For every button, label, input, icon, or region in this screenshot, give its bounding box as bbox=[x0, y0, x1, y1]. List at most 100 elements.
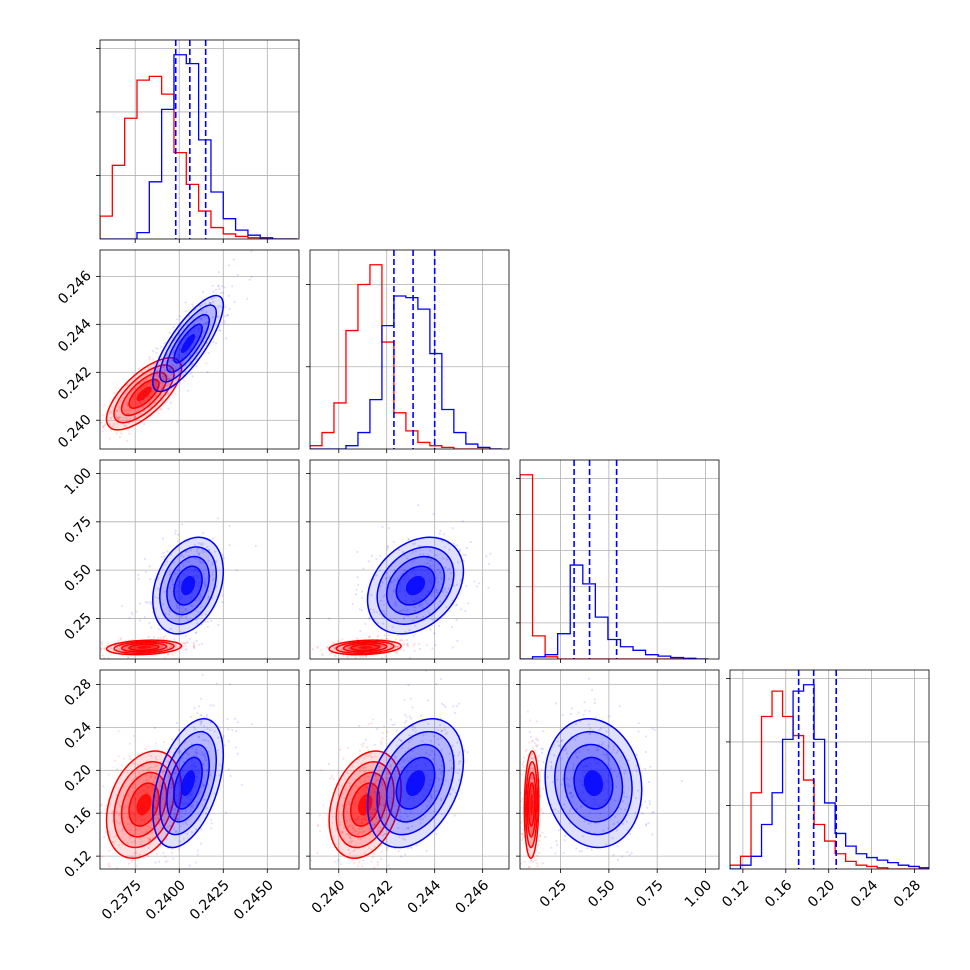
scatter-point bbox=[196, 751, 199, 755]
scatter-point bbox=[149, 387, 152, 390]
scatter-point bbox=[148, 401, 151, 405]
scatter-point bbox=[170, 359, 174, 362]
scatter-point bbox=[411, 551, 414, 554]
scatter-point bbox=[334, 654, 337, 658]
scatter-point bbox=[391, 723, 394, 727]
scatter-point bbox=[198, 561, 202, 564]
scatter-point bbox=[128, 742, 131, 745]
scatter-point bbox=[169, 627, 173, 630]
scatter-point bbox=[196, 776, 200, 779]
scatter-point bbox=[152, 410, 155, 413]
scatter-point bbox=[435, 682, 438, 686]
scatter-point bbox=[630, 852, 633, 855]
scatter-point bbox=[404, 812, 407, 815]
scatter-point bbox=[206, 727, 209, 730]
scatter-point bbox=[193, 647, 196, 650]
scatter-point bbox=[153, 726, 157, 730]
scatter-point bbox=[205, 807, 208, 810]
contour-blue bbox=[159, 546, 217, 625]
scatter-point bbox=[192, 329, 195, 332]
scatter-point bbox=[91, 851, 93, 853]
scatter-point bbox=[425, 599, 428, 603]
scatter-point bbox=[596, 749, 600, 752]
scatter-point bbox=[193, 543, 197, 547]
scatter-point bbox=[342, 811, 345, 814]
scatter-point bbox=[111, 811, 114, 814]
scatter-point bbox=[210, 297, 214, 300]
scatter-point bbox=[156, 577, 160, 580]
scatter-point bbox=[151, 787, 154, 790]
scatter-point bbox=[644, 767, 647, 770]
scatter-point bbox=[172, 326, 175, 329]
scatter-point bbox=[367, 775, 370, 778]
scatter-point bbox=[175, 590, 178, 593]
scatter-point bbox=[405, 638, 409, 642]
scatter-point bbox=[444, 594, 447, 598]
density-fill-red bbox=[136, 386, 152, 402]
scatter-point bbox=[440, 748, 443, 752]
scatter-point bbox=[529, 777, 533, 780]
scatter-point bbox=[180, 554, 184, 557]
scatter-point bbox=[535, 737, 538, 740]
scatter-point bbox=[159, 381, 162, 385]
scatter-point bbox=[192, 725, 196, 729]
scatter-point bbox=[582, 799, 586, 802]
scatter-point bbox=[429, 784, 432, 788]
scatter-point bbox=[381, 609, 384, 612]
scatter-point bbox=[199, 697, 203, 700]
scatter-point bbox=[411, 803, 414, 807]
scatter-point bbox=[175, 817, 179, 821]
scatter-point bbox=[130, 840, 133, 843]
scatter-point bbox=[175, 768, 178, 771]
scatter-point bbox=[197, 611, 200, 614]
scatter-point bbox=[144, 390, 147, 393]
scatter-point bbox=[179, 779, 182, 782]
contour-blue bbox=[166, 313, 210, 374]
scatter-point bbox=[127, 407, 130, 410]
scatter-point bbox=[200, 318, 203, 321]
scatter-point bbox=[376, 635, 379, 638]
scatter-point bbox=[528, 865, 531, 868]
scatter-point bbox=[361, 864, 364, 868]
scatter-point bbox=[173, 815, 176, 818]
scatter-point bbox=[131, 779, 134, 782]
scatter-point bbox=[310, 859, 313, 862]
scatter-point bbox=[441, 557, 445, 560]
scatter-point bbox=[101, 855, 104, 858]
scatter-point bbox=[135, 814, 138, 817]
scatter-point bbox=[564, 835, 567, 838]
scatter-point bbox=[168, 610, 172, 613]
scatter-point bbox=[161, 797, 164, 800]
scatter-point bbox=[199, 719, 202, 722]
scatter-point bbox=[219, 329, 222, 332]
scatter-point bbox=[438, 724, 442, 727]
scatter-point bbox=[534, 858, 538, 862]
scatter-point bbox=[557, 829, 560, 832]
scatter-point bbox=[173, 771, 176, 775]
scatter-point bbox=[157, 384, 160, 387]
scatter-point bbox=[177, 848, 180, 851]
scatter-point bbox=[338, 823, 341, 827]
scatter-point bbox=[398, 836, 401, 839]
scatter-point bbox=[351, 858, 354, 861]
scatter-point bbox=[158, 385, 161, 388]
scatter-point bbox=[170, 812, 173, 815]
scatter-point bbox=[616, 845, 619, 848]
scatter-point bbox=[174, 529, 177, 532]
scatter-point bbox=[149, 826, 152, 830]
scatter-point bbox=[362, 830, 365, 833]
scatter-point bbox=[414, 550, 418, 553]
scatter-point bbox=[177, 356, 180, 359]
scatter-point bbox=[438, 532, 441, 535]
scatter-point bbox=[522, 756, 525, 759]
scatter-point bbox=[395, 645, 399, 648]
scatter-point bbox=[179, 840, 182, 843]
y-tick-label-3-2: 0.20 bbox=[61, 762, 94, 795]
scatter-point bbox=[370, 593, 373, 597]
scatter-point bbox=[217, 736, 220, 739]
scatter-point bbox=[191, 375, 194, 378]
scatter-point bbox=[561, 713, 564, 716]
density-fill-red bbox=[357, 793, 373, 816]
scatter-point bbox=[141, 370, 144, 374]
scatter-point bbox=[371, 646, 375, 649]
